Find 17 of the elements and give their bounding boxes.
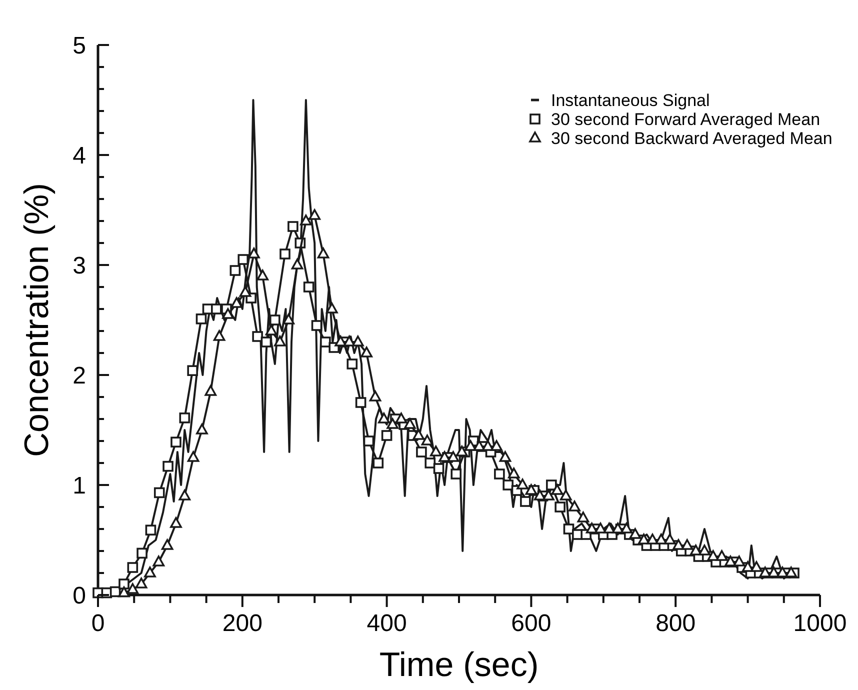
y-tick-label: 2: [72, 362, 86, 390]
legend-label: 30 second Forward Averaged Mean: [551, 110, 820, 129]
y-tick-label: 4: [72, 142, 86, 170]
x-tick-label: 0: [91, 610, 105, 637]
y-tick-label: 1: [72, 472, 86, 500]
x-tick-label: 400: [366, 610, 407, 637]
legend-label: Instantaneous Signal: [551, 90, 710, 110]
x-tick-label: 600: [511, 610, 552, 637]
x-tick-label: 200: [222, 610, 262, 637]
y-tick-label: 0: [72, 582, 86, 610]
x-axis-title: Time (sec): [379, 646, 539, 684]
y-tick-label: 3: [72, 252, 86, 280]
y-tick-label: 5: [72, 32, 86, 60]
x-tick-label: 1000: [793, 610, 847, 637]
legend-label: 30 second Backward Averaged Mean: [551, 128, 832, 148]
x-tick-label: 800: [656, 610, 696, 637]
y-axis-title: Concentration (%): [18, 182, 56, 458]
